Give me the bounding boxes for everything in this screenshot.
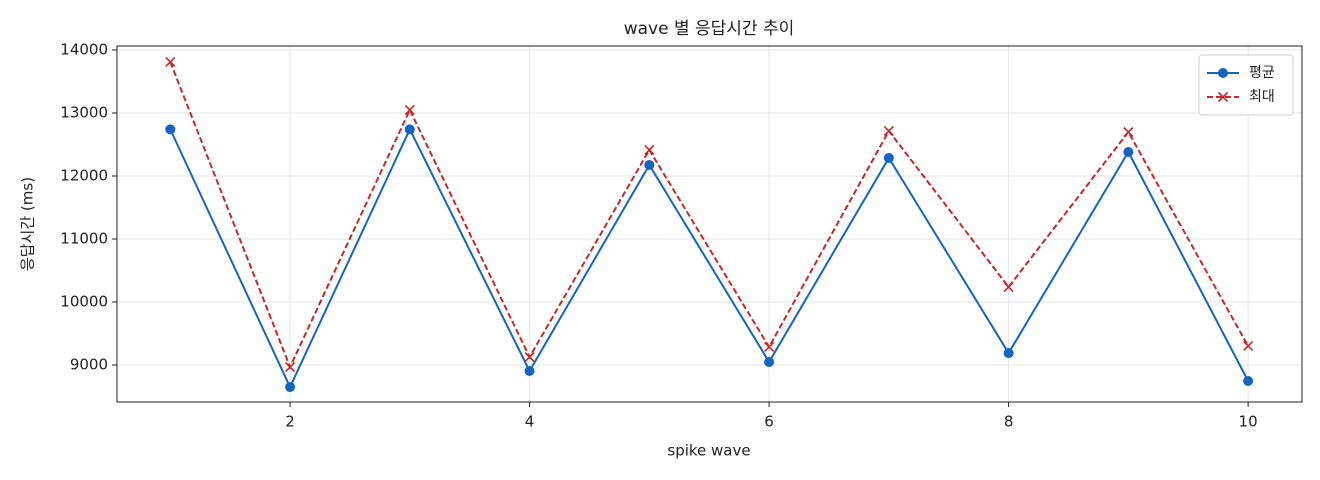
data-point bbox=[883, 125, 894, 137]
data-point bbox=[644, 159, 655, 170]
x-tick-label: 4 bbox=[525, 413, 535, 431]
data-point bbox=[1003, 348, 1014, 359]
data-point bbox=[764, 341, 775, 353]
data-point bbox=[1003, 281, 1014, 293]
y-tick-label: 13000 bbox=[60, 103, 108, 121]
data-point bbox=[165, 56, 176, 68]
y-tick-label: 11000 bbox=[60, 229, 108, 247]
plot bbox=[165, 56, 1254, 393]
legend-marker bbox=[1217, 91, 1229, 103]
y-tick-label: 10000 bbox=[60, 293, 108, 311]
data-point bbox=[1243, 376, 1254, 387]
grid: 9000 10000 11000 12000 13000 14000 2 4 6 8 10 bbox=[60, 40, 1302, 431]
y-tick-label: 9000 bbox=[70, 356, 108, 374]
data-point bbox=[284, 361, 296, 373]
data-point bbox=[165, 124, 176, 135]
legend-box bbox=[1198, 54, 1294, 116]
data-point bbox=[764, 356, 775, 367]
series-line bbox=[169, 61, 1249, 370]
data-point bbox=[1123, 126, 1134, 138]
legend-label: 최대 bbox=[1249, 89, 1275, 105]
series-line bbox=[169, 127, 1249, 390]
data-point bbox=[404, 104, 415, 116]
x-tick-label: 10 bbox=[1239, 413, 1258, 431]
x-tick-label: 2 bbox=[285, 413, 295, 431]
data-point bbox=[644, 144, 655, 156]
legend-marker bbox=[1218, 68, 1228, 78]
y-tick-label: 14000 bbox=[60, 40, 108, 58]
data-point bbox=[524, 351, 535, 363]
x-tick-label: 6 bbox=[764, 413, 774, 431]
x-axis-label: spike wave bbox=[667, 442, 750, 460]
data-point bbox=[1243, 340, 1254, 352]
data-point bbox=[404, 124, 415, 135]
legend-label: 평균 bbox=[1249, 65, 1275, 81]
x-tick-label: 8 bbox=[1004, 413, 1014, 431]
data-point bbox=[1123, 146, 1134, 157]
data-point bbox=[285, 382, 296, 393]
data-point bbox=[524, 365, 535, 376]
y-axis-label: 응답시간 (ms) bbox=[19, 177, 37, 271]
plot-frame bbox=[116, 45, 1303, 403]
data-point bbox=[883, 152, 894, 163]
y-tick-label: 12000 bbox=[60, 166, 108, 184]
chart-title: wave 별 응답시간 추이 bbox=[624, 19, 795, 39]
